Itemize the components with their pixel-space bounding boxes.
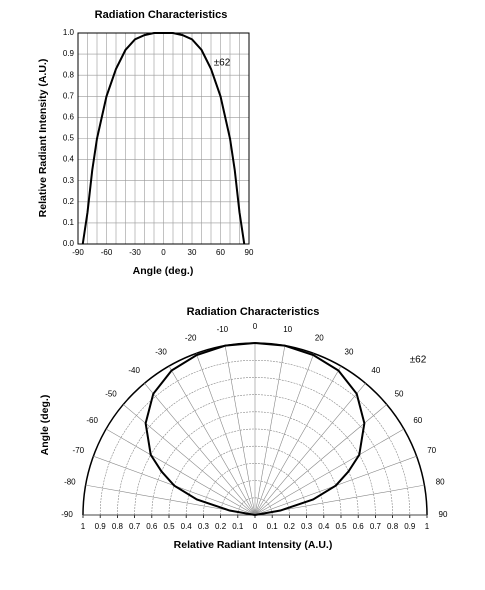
y-tick-label: 0.6 xyxy=(63,113,75,122)
grid-spoke xyxy=(144,383,256,516)
x-axis-label: Angle (deg.) xyxy=(133,265,194,277)
theta-tick-label: 70 xyxy=(427,446,436,455)
y-tick-label: 0.2 xyxy=(63,197,75,206)
x-tick-label: -90 xyxy=(72,248,84,257)
theta-tick-label: 50 xyxy=(395,389,404,398)
x-tick-label: 0.3 xyxy=(198,522,210,531)
theta-tick-label: 0 xyxy=(253,322,258,331)
grid-spoke xyxy=(168,365,256,516)
grid-spoke xyxy=(123,404,256,516)
x-tick-label: -30 xyxy=(129,248,141,257)
theta-tick-label: -90 xyxy=(61,510,73,519)
theta-tick-label: -60 xyxy=(86,416,98,425)
grid-ring xyxy=(151,411,359,516)
x-tick-label: 0 xyxy=(161,248,166,257)
x-tick-label: 0.2 xyxy=(215,522,227,531)
chart-title: Radiation Characteristics xyxy=(187,306,320,318)
theta-tick-label: 30 xyxy=(345,347,354,356)
grid-ring xyxy=(185,445,325,516)
x-tick-label: 0.1 xyxy=(232,522,244,531)
theta-tick-label: -10 xyxy=(217,325,229,334)
theta-tick-label: 20 xyxy=(315,333,324,342)
data-line xyxy=(81,32,246,245)
grid-spoke xyxy=(254,353,315,516)
y-tick-label: 0.3 xyxy=(63,176,75,185)
annotation: ±62 xyxy=(410,355,427,366)
x-tick-label: 30 xyxy=(188,248,197,257)
theta-tick-label: 40 xyxy=(371,366,380,375)
grid-spoke xyxy=(254,428,405,516)
x-tick-label: 90 xyxy=(245,248,254,257)
grid-spoke xyxy=(224,345,256,516)
grid-ring xyxy=(134,394,376,516)
theta-tick-label: -20 xyxy=(185,333,197,342)
grid-spoke xyxy=(254,345,286,516)
theta-tick-label: -30 xyxy=(155,347,167,356)
grid-spoke xyxy=(254,383,366,516)
grid-ring xyxy=(168,428,342,516)
x-tick-label: 0.6 xyxy=(353,522,365,531)
theta-tick-label: 90 xyxy=(439,510,448,519)
x-tick-label: 0.9 xyxy=(404,522,416,531)
x-tick-label: 1 xyxy=(425,522,430,531)
x-tick-label: 0.6 xyxy=(146,522,158,531)
grid-ring xyxy=(203,463,307,516)
y-axis-label: Relative Radiant Intensity (A.U.) xyxy=(37,59,49,218)
y-tick-label: 0.5 xyxy=(63,134,75,143)
x-tick-label: 0.8 xyxy=(387,522,399,531)
grid-spoke xyxy=(195,353,256,516)
x-tick-label: 0.5 xyxy=(163,522,175,531)
theta-tick-label: 60 xyxy=(413,416,422,425)
y-tick-label: 0.8 xyxy=(63,70,75,79)
x-tick-label: 0.7 xyxy=(129,522,141,531)
x-tick-label: 0 xyxy=(253,522,258,531)
theta-tick-label: -80 xyxy=(64,477,76,486)
grid-spoke xyxy=(254,404,387,516)
x-tick-label: 0.4 xyxy=(318,522,330,531)
theta-tick-label: -70 xyxy=(73,446,85,455)
annotation: ±62 xyxy=(214,58,231,69)
grid-spoke xyxy=(105,428,256,516)
theta-tick-label: -50 xyxy=(105,389,117,398)
y-tick-label: 0.4 xyxy=(63,155,75,164)
x-tick-label: 0.9 xyxy=(95,522,107,531)
y-tick-label: 0.0 xyxy=(63,239,75,248)
x-tick-label: 60 xyxy=(216,248,225,257)
x-tick-label: 1 xyxy=(81,522,86,531)
grid-spoke xyxy=(254,365,342,516)
grid-ring xyxy=(237,497,273,516)
x-tick-label: -60 xyxy=(101,248,113,257)
x-tick-label: 0.1 xyxy=(267,522,279,531)
x-tick-label: 0.8 xyxy=(112,522,124,531)
y-tick-label: 0.1 xyxy=(63,218,75,227)
y-tick-label: 0.7 xyxy=(63,91,75,100)
y-tick-label: 0.9 xyxy=(63,49,75,58)
x-tick-label: 0.7 xyxy=(370,522,382,531)
chart-title: Radiation Characteristics xyxy=(95,9,228,21)
data-line xyxy=(144,341,366,516)
theta-tick-label: -40 xyxy=(128,366,140,375)
x-tick-label: 0.2 xyxy=(284,522,296,531)
x-tick-label: 0.4 xyxy=(181,522,193,531)
theta-tick-label: 80 xyxy=(436,477,445,486)
y-tick-label: 1.0 xyxy=(63,28,75,37)
x-tick-label: 0.5 xyxy=(335,522,347,531)
y-axis-label: Angle (deg.) xyxy=(39,395,51,456)
x-tick-label: 0.3 xyxy=(301,522,313,531)
theta-tick-label: 10 xyxy=(283,325,292,334)
x-axis-label: Relative Radiant Intensity (A.U.) xyxy=(174,539,333,551)
